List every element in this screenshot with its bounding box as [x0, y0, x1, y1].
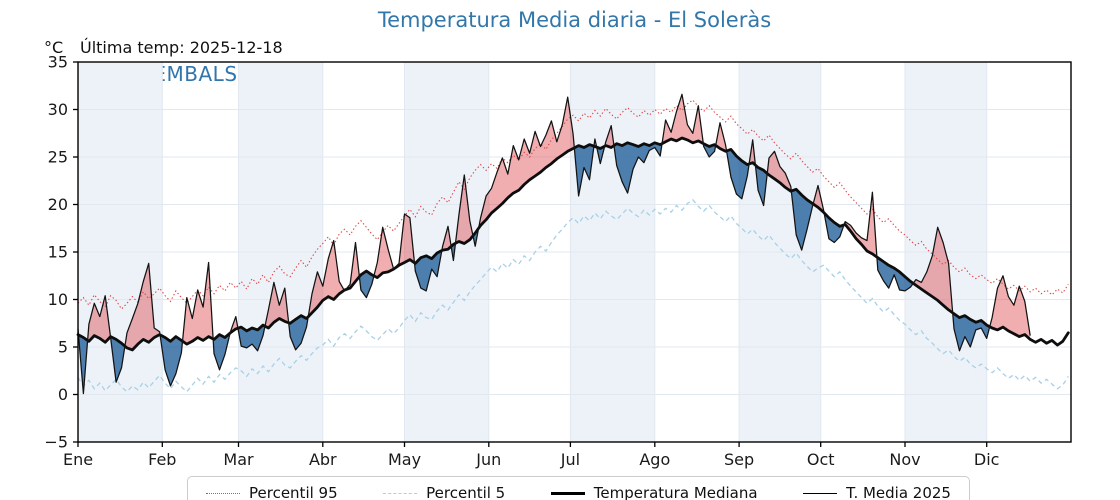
y-tick-label: 0 [58, 385, 68, 404]
x-tick-label: Abr [309, 450, 337, 469]
percentile-95-line [77, 99, 1069, 310]
chart-title: Temperatura Media diaria - El Soleràs [377, 8, 772, 32]
legend-label: Temperatura Mediana [593, 484, 758, 500]
fill-below-median [78, 142, 990, 394]
x-tick-label: Ago [639, 450, 670, 469]
x-tick-label: Ene [63, 450, 93, 469]
legend-swatch-icon [383, 492, 418, 494]
legend-swatch-icon [550, 491, 585, 495]
x-tick-label: Oct [807, 450, 835, 469]
y-axis-unit-label: °C [44, 38, 64, 57]
y-tick-label: 5 [58, 338, 68, 357]
legend-label: T. Media 2025 [846, 484, 951, 500]
t2025-line [77, 93, 1031, 395]
legend-swatch-icon [803, 492, 838, 494]
legend-item-temperatura-mediana: Temperatura Mediana [550, 484, 758, 500]
x-tick-label: Dic [974, 450, 1000, 469]
x-tick-label: Feb [148, 450, 176, 469]
percentile-5-line [77, 198, 1069, 393]
chart-legend: Percentil 95 Percentil 5 Temperatura Media… [187, 476, 970, 500]
fill-above-median [78, 94, 1031, 350]
legend-item-percentil-5: Percentil 5 [383, 484, 505, 500]
y-tick-label: 25 [48, 148, 68, 167]
x-tick-label: Jun [475, 450, 501, 469]
x-tick-label: Jul [560, 450, 580, 469]
legend-label: Percentil 95 [249, 484, 338, 500]
x-tick-label: May [388, 450, 421, 469]
y-tick-label: 35 [48, 53, 68, 72]
legend-item-t-media-2025: T. Media 2025 [803, 484, 951, 500]
x-tick-label: Nov [889, 450, 920, 469]
legend-label: Percentil 5 [426, 484, 506, 500]
legend-swatch-icon [206, 492, 240, 494]
y-tick-label: 15 [48, 243, 68, 262]
x-tick-label: Mar [223, 450, 254, 469]
y-tick-label: 20 [48, 195, 68, 214]
x-tick-label: Sep [724, 450, 754, 469]
y-tick-label: 30 [48, 100, 68, 119]
y-tick-label: 10 [48, 290, 68, 309]
last-temp-label: Última temp: 2025-12-18 [80, 38, 283, 57]
legend-item-percentil-95: Percentil 95 [206, 484, 338, 500]
median-line [76, 136, 1070, 352]
y-tick-label: −5 [44, 433, 68, 452]
